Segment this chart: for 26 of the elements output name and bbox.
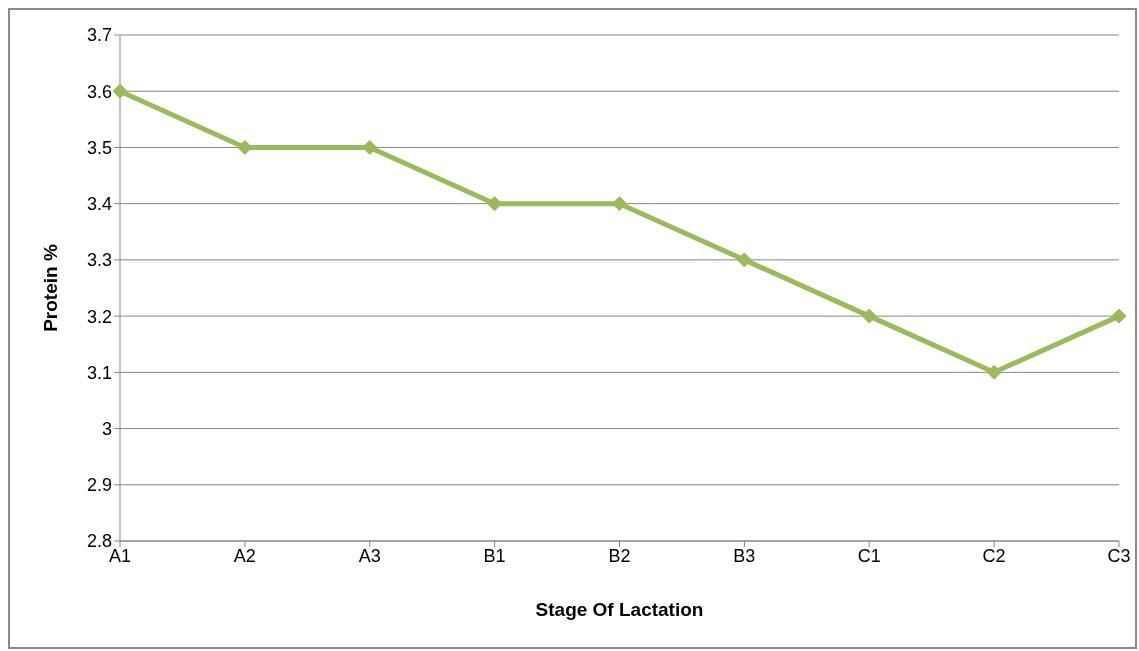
y-axis-title: Protein % [39, 244, 61, 332]
y-tick-label: 3.3 [86, 250, 112, 271]
point [861, 308, 877, 324]
x-axis-title: Stage Of Lactation [535, 599, 704, 620]
point [736, 252, 752, 268]
y-tick-label: 2.8 [86, 531, 112, 552]
x-tick-label: C3 [1107, 545, 1131, 566]
x-tick-label: B2 [608, 545, 631, 566]
point [1111, 308, 1127, 324]
y-tick-label: 3.6 [86, 81, 112, 102]
x-tick-label: B3 [733, 545, 756, 566]
y-tick-label: 3.1 [86, 362, 112, 383]
y-tick-label: 3.4 [86, 194, 112, 215]
x-tick-label: C1 [857, 545, 881, 566]
y-tick-label: 3.7 [86, 25, 112, 46]
y-tick-label: 2.9 [86, 475, 112, 496]
point [112, 83, 128, 99]
point [612, 196, 627, 212]
x-tick-label: B1 [483, 545, 506, 566]
x-tick-label: A2 [233, 545, 256, 566]
y-tick-label: 3 [101, 418, 112, 439]
x-tick-label: A3 [358, 545, 381, 566]
y-tick-label: 3.5 [86, 137, 112, 158]
point [986, 364, 1002, 380]
x-tick-label: C2 [982, 545, 1006, 566]
y-tick-label: 3.2 [86, 306, 112, 327]
